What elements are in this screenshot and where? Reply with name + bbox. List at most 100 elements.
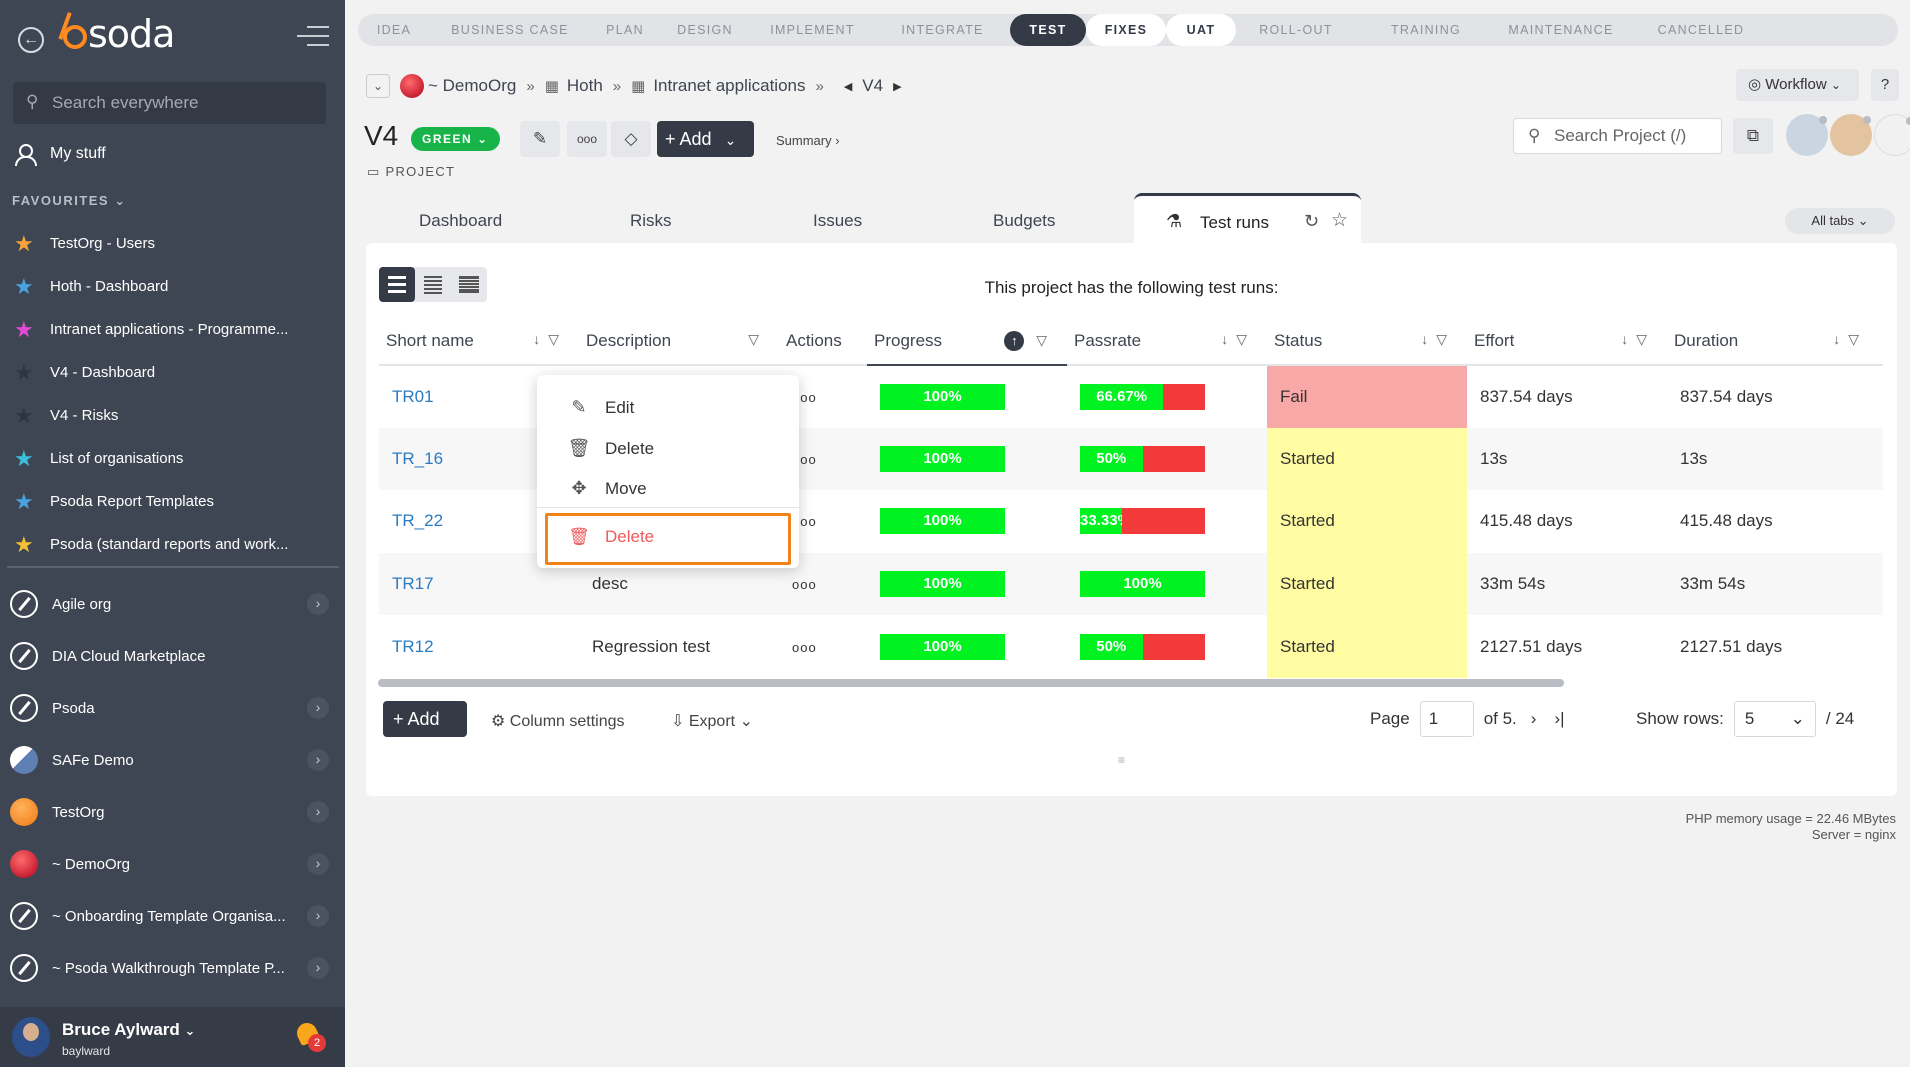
tag-button[interactable]: ◇ xyxy=(611,121,651,157)
my-stuff-link[interactable]: My stuff xyxy=(14,143,106,166)
sort-filter-icon[interactable]: ↓▽ xyxy=(533,331,567,347)
sidebar-favourite-item[interactable]: ★ Hoth - Dashboard xyxy=(14,273,169,299)
stage-uat[interactable]: UAT xyxy=(1166,14,1236,46)
sidebar-org-item[interactable]: SAFe Demo › xyxy=(10,734,335,786)
export-button[interactable]: ⇩ Export ⌄ xyxy=(671,713,753,730)
edit-pencil-button[interactable]: ✎ xyxy=(520,121,560,157)
back-arrow-icon[interactable]: ← xyxy=(18,27,44,53)
workflow-button[interactable]: ◎ Workflow ⌄ xyxy=(1736,69,1859,101)
sidebar-favourite-item[interactable]: ★ V4 - Dashboard xyxy=(14,359,156,385)
project-search-input[interactable]: ⚲ Search Project (/) xyxy=(1513,118,1722,154)
sort-filter-icon[interactable]: ↓▽ xyxy=(1421,331,1455,347)
tab-issues[interactable]: Issues xyxy=(813,211,863,230)
resize-grip-icon[interactable]: ≡ xyxy=(1118,753,1126,767)
summary-link[interactable]: Summary › xyxy=(776,133,840,148)
chevron-right-icon[interactable]: › xyxy=(307,801,329,823)
user-menu[interactable]: Bruce Aylward ⌄ baylward 2 xyxy=(0,1007,345,1067)
sidebar-org-item[interactable]: ~ Onboarding Template Organisa... › xyxy=(10,890,335,942)
breadcrumb-project[interactable]: V4 xyxy=(862,76,884,95)
breadcrumb-portfolio[interactable]: Intranet applications xyxy=(653,76,806,95)
stage-design[interactable]: DESIGN xyxy=(677,23,733,37)
avatar[interactable] xyxy=(1874,114,1910,156)
sidebar-org-item[interactable]: TestOrg › xyxy=(10,786,335,838)
stage-training[interactable]: TRAINING xyxy=(1390,23,1462,37)
stage-cancelled[interactable]: CANCELLED xyxy=(1657,23,1745,37)
favourites-toggle[interactable]: FAVOURITES ⌄ xyxy=(12,193,127,208)
stage-integrate[interactable]: INTEGRATE xyxy=(901,23,984,37)
next-page-icon[interactable]: › xyxy=(1530,709,1537,728)
stage-plan[interactable]: PLAN xyxy=(606,23,644,37)
sidebar-org-item[interactable]: ~ Psoda Walkthrough Template P... › xyxy=(10,942,335,994)
tab-budgets[interactable]: Budgets xyxy=(993,211,1056,230)
test-run-link[interactable]: TR01 xyxy=(392,386,434,406)
sidebar-favourite-item[interactable]: ★ Psoda (standard reports and work... xyxy=(14,531,289,557)
user-name[interactable]: Bruce Aylward ⌄ xyxy=(62,1020,196,1039)
column-header-effort[interactable]: Effort ↓▽ xyxy=(1467,317,1667,366)
chevron-right-icon[interactable]: › xyxy=(307,853,329,875)
avatar[interactable] xyxy=(1830,114,1872,156)
refresh-icon[interactable]: ↻ xyxy=(1304,211,1320,231)
sidebar-org-item[interactable]: Agile org › xyxy=(10,578,335,630)
stage-fixes[interactable]: FIXES xyxy=(1086,14,1166,46)
add-button[interactable]: + Add ⌄ xyxy=(657,121,754,157)
column-settings-button[interactable]: ⚙ Column settings xyxy=(491,713,625,730)
column-header-progress[interactable]: Progress ↑ ▽ xyxy=(867,317,1067,366)
avatar[interactable] xyxy=(12,1017,50,1057)
sidebar-org-item[interactable]: DIA Cloud Marketplace xyxy=(10,630,335,682)
prev-project-icon[interactable]: ◀ xyxy=(843,80,853,93)
stage-business-case[interactable]: BUSINESS CASE xyxy=(451,23,569,37)
more-actions-button[interactable]: ooo xyxy=(567,121,607,157)
chevron-right-icon[interactable]: › xyxy=(307,957,329,979)
global-search-input[interactable]: ⚲ Search everywhere xyxy=(13,82,326,124)
tab-test-runs[interactable]: ⚗ Test runs ↻ ☆ xyxy=(1134,193,1361,245)
chevron-right-icon[interactable]: › xyxy=(307,749,329,771)
column-header-short-name[interactable]: Short name ↓▽ xyxy=(379,317,579,366)
add-test-run-button[interactable]: + Add xyxy=(383,701,467,737)
test-run-link[interactable]: TR_22 xyxy=(392,511,444,531)
status-badge[interactable]: GREEN ⌄ xyxy=(411,127,500,151)
sort-asc-icon[interactable]: ↑ ▽ xyxy=(1004,331,1055,351)
test-run-link[interactable]: TR12 xyxy=(392,636,434,656)
chevron-right-icon[interactable]: › xyxy=(307,905,329,927)
chevron-down-icon[interactable]: ⌄ xyxy=(366,74,390,98)
notifications-bell-icon[interactable]: 2 xyxy=(293,1019,326,1052)
row-actions-icon[interactable]: ooo xyxy=(792,639,817,655)
breadcrumb-org[interactable]: ~ DemoOrg xyxy=(428,76,517,95)
collapse-menu-icon[interactable] xyxy=(297,26,329,50)
sidebar-favourite-item[interactable]: ★ List of organisations xyxy=(14,445,184,471)
menu-item-move[interactable]: ✥ Move xyxy=(567,478,646,499)
stage-implement[interactable]: IMPLEMENT xyxy=(770,23,855,37)
sort-filter-icon[interactable]: ↓▽ xyxy=(1621,331,1655,347)
row-actions-icon[interactable]: ooo xyxy=(792,577,817,593)
rows-per-page-select[interactable]: 5 ⌄ xyxy=(1733,701,1816,737)
avatar[interactable] xyxy=(1786,114,1828,156)
psoda-logo[interactable]: soda xyxy=(63,12,175,56)
last-page-icon[interactable]: ›| xyxy=(1554,709,1565,728)
stage-idea[interactable]: IDEA xyxy=(376,23,412,37)
breadcrumb-programme[interactable]: Hoth xyxy=(566,76,603,95)
table-row[interactable]: TR12 Regression test ooo 100% 50% Started 2127… xyxy=(379,615,1883,678)
column-header-duration[interactable]: Duration ↓▽ xyxy=(1667,317,1883,366)
filter-icon[interactable]: ▽ xyxy=(748,331,767,347)
column-header-passrate[interactable]: Passrate ↓▽ xyxy=(1067,317,1267,366)
sidebar-favourite-item[interactable]: ★ Psoda Report Templates xyxy=(14,488,214,514)
menu-item-delete[interactable]: 🗑 Delete xyxy=(567,438,655,458)
sidebar-favourite-item[interactable]: ★ V4 - Risks xyxy=(14,402,119,428)
sort-filter-icon[interactable]: ↓▽ xyxy=(1833,331,1867,347)
chevron-right-icon[interactable]: › xyxy=(307,593,329,615)
menu-item-edit[interactable]: ✎ Edit xyxy=(567,397,634,418)
all-tabs-dropdown[interactable]: All tabs ⌄ xyxy=(1785,208,1895,234)
next-project-icon[interactable]: ▶ xyxy=(893,80,902,93)
view-compact-icon[interactable] xyxy=(415,267,451,302)
test-run-link[interactable]: TR_16 xyxy=(392,448,444,468)
sidebar-favourite-item[interactable]: ★ TestOrg - Users xyxy=(14,230,156,256)
sidebar-org-item[interactable]: ~ DemoOrg › xyxy=(10,838,335,890)
tab-dashboard[interactable]: Dashboard xyxy=(419,211,503,230)
menu-item-delete-highlighted[interactable]: 🗑 Delete xyxy=(568,527,655,546)
help-button[interactable]: ? xyxy=(1871,69,1899,101)
sort-filter-icon[interactable]: ↓▽ xyxy=(1221,331,1255,347)
column-header-status[interactable]: Status ↓▽ xyxy=(1267,317,1467,366)
sidebar-org-item[interactable]: Psoda › xyxy=(10,682,335,734)
view-dense-icon[interactable] xyxy=(451,267,487,302)
table-row[interactable]: TR01 ooo 100% 66.67% Fail 837.54 days 837.54 d… xyxy=(379,365,1883,428)
